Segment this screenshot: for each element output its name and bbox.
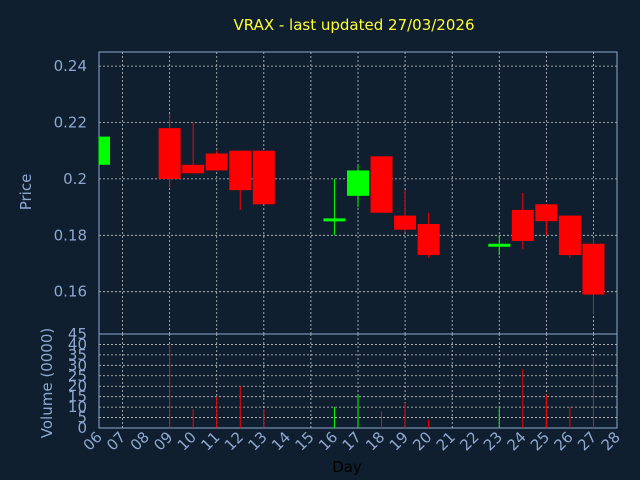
day-axis-label: Day <box>332 458 362 476</box>
chart-title: VRAX - last updated 27/03/2026 <box>234 16 475 34</box>
price-tick-label: 0.16 <box>54 283 87 301</box>
day-tick-label: 09 <box>150 428 176 454</box>
price-tick-label: 0.22 <box>54 114 87 132</box>
price-axis-label: Price <box>17 174 35 211</box>
day-tick-label: 21 <box>433 428 459 454</box>
candle-body <box>205 153 228 171</box>
day-axis: 0607080910111213141516171819202122232425… <box>80 428 624 454</box>
day-tick-label: 24 <box>503 428 529 454</box>
price-tick-label: 0.24 <box>54 57 87 75</box>
day-tick-label: 15 <box>292 428 318 454</box>
day-tick-label: 07 <box>103 428 129 454</box>
volume-tick-label: 5 <box>77 409 87 427</box>
day-tick-label: 18 <box>362 428 388 454</box>
volume-axis-label: Volume (0000) <box>38 328 56 438</box>
price-panel: 0.16 0.18 0.2 0.22 0.24 <box>54 51 618 335</box>
candle-body <box>417 224 440 256</box>
day-tick-label: 16 <box>315 428 341 454</box>
candle-body <box>370 156 393 213</box>
candle-body <box>182 164 205 174</box>
volume-tick-label: 15 <box>68 388 87 406</box>
volume-tick-label: 45 <box>68 325 87 343</box>
day-tick-label: 25 <box>527 428 553 454</box>
day-tick-label: 28 <box>598 428 624 454</box>
day-tick-label: 20 <box>409 428 435 454</box>
candle-body <box>488 243 511 247</box>
price-tick-label: 0.2 <box>63 170 87 188</box>
day-tick-label: 14 <box>268 428 294 454</box>
volume-tick-label: 30 <box>68 356 87 374</box>
candle-body <box>99 136 110 165</box>
candle-body <box>582 243 605 295</box>
volume-tick-label: 25 <box>68 367 87 385</box>
candle-body <box>558 215 581 256</box>
candle-body <box>229 150 252 191</box>
candle-body <box>394 215 417 230</box>
candle-body <box>252 150 275 205</box>
day-tick-label: 27 <box>574 428 600 454</box>
day-tick-label: 08 <box>127 428 153 454</box>
day-tick-label: 13 <box>244 428 270 454</box>
volume-tick-label: 20 <box>68 377 87 395</box>
candle-body <box>511 209 534 241</box>
day-tick-label: 23 <box>480 428 506 454</box>
day-tick-label: 26 <box>551 428 577 454</box>
day-tick-label: 22 <box>456 428 482 454</box>
price-tick-label: 0.18 <box>54 226 87 244</box>
day-tick-label: 17 <box>339 428 365 454</box>
candle-body <box>535 204 558 222</box>
volume-tick-label: 35 <box>68 346 87 364</box>
candle-body <box>158 128 181 179</box>
volume-tick-label: 10 <box>68 398 87 416</box>
day-tick-label: 19 <box>386 428 412 454</box>
candle-body <box>347 170 369 196</box>
day-tick-label: 12 <box>221 428 247 454</box>
volume-tick-label: 0 <box>77 419 87 437</box>
day-tick-label: 10 <box>174 428 200 454</box>
candle-body <box>323 218 346 222</box>
day-tick-label: 11 <box>197 428 223 454</box>
volume-tick-label: 40 <box>68 335 87 353</box>
